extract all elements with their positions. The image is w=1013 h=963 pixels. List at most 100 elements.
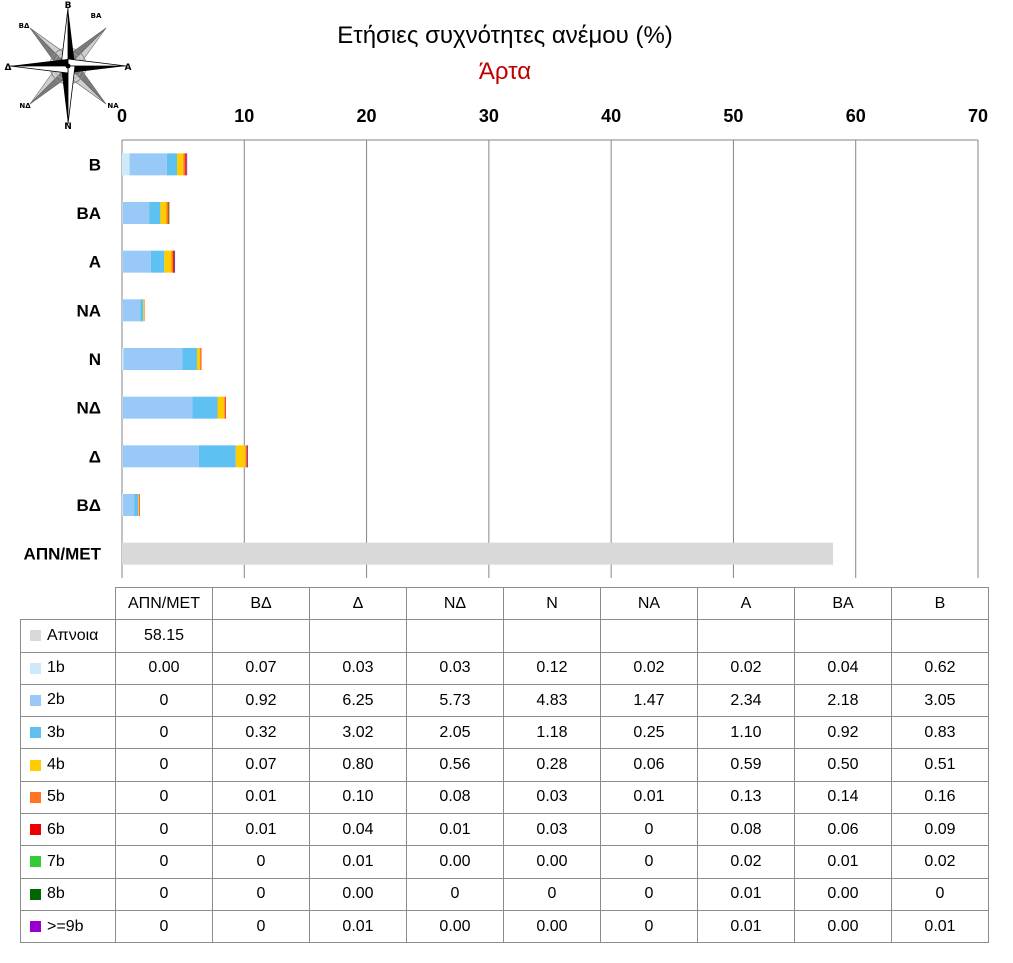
compass-label: ΒΑ <box>91 12 102 20</box>
legend-label: 5b <box>47 788 65 806</box>
category-label: ΝΔ <box>77 399 102 418</box>
bar-segment <box>246 445 248 468</box>
legend-label: 6b <box>47 820 65 838</box>
table-cell: 0.04 <box>794 651 892 685</box>
table-cell: 6.25 <box>309 683 407 718</box>
table-row: Απνοια 58.15 <box>20 619 989 653</box>
table-row: 2b 0 0.92 6.25 5.73 4.83 1.47 2.34 2.18 3.05 <box>20 683 989 718</box>
legend-entry: Απνοια <box>20 619 116 653</box>
compass-label: Δ <box>5 63 12 73</box>
table-column-header: ΒΑ <box>794 586 892 621</box>
bar-segment <box>134 494 139 516</box>
table-cell: 0.02 <box>697 845 795 879</box>
bar-segment <box>198 445 236 468</box>
table-row: 7b 0 0 0.01 0.00 0.00 0 0.02 0.01 0.02 <box>20 845 989 879</box>
bar-segment <box>150 250 165 273</box>
bar-segment <box>122 494 123 516</box>
table-cell: 0 <box>115 683 213 718</box>
table-cell: 0.80 <box>309 748 407 782</box>
wind-frequency-chart: 0 10 20 30 40 50 60 70 Β ΒΑ Α ΝΑ Ν ΝΔ Δ ΒΔ ΑΠΝ/ΜΕΤ <box>24 106 988 578</box>
compass-label: ΝΔ <box>19 102 31 110</box>
bar-segment <box>144 299 145 322</box>
x-tick-label: 50 <box>723 106 743 126</box>
table-cell: 0.59 <box>697 748 795 782</box>
table-cell: 0.02 <box>891 845 989 879</box>
table-cell: 0 <box>503 877 601 911</box>
table-header-row: ΑΠΝ/ΜΕΤ ΒΔ Δ ΝΔ Ν ΝΑ Α ΒΑ Β <box>20 586 989 621</box>
table-cell: 0.02 <box>697 651 795 685</box>
table-cell: 0 <box>115 877 213 911</box>
bar-segment <box>166 202 169 224</box>
bar-segment <box>168 202 170 224</box>
bar-segment <box>224 396 226 419</box>
table-row: 8b 0 0 0.00 0 0 0 0.01 0.00 0 <box>20 877 989 911</box>
table-cell: 0.08 <box>697 813 795 847</box>
table-cell: 0 <box>212 909 310 944</box>
bar-segment <box>122 396 193 419</box>
table-column-header: ΝΑ <box>600 586 698 621</box>
legend-label: 7b <box>47 852 65 870</box>
legend-label: 3b <box>47 723 65 741</box>
table-cell: 0.25 <box>600 716 698 750</box>
category-label: ΒΑ <box>76 204 101 223</box>
bar-segment <box>122 202 150 224</box>
legend-entry: 4b <box>20 748 116 782</box>
table-cell: 0.10 <box>309 780 407 815</box>
table-cell: 0.01 <box>212 813 310 847</box>
compass-label: Ν <box>64 122 72 132</box>
table-cell: 1.18 <box>503 716 601 750</box>
bar-segment <box>122 494 135 516</box>
bar-segment <box>173 250 175 273</box>
bar-segment <box>186 153 188 176</box>
bar-segment <box>182 348 197 370</box>
bar-segment <box>123 348 183 370</box>
table-cell: 5.73 <box>406 683 504 718</box>
table-cell: 0 <box>115 748 213 782</box>
table-row: 5b 0 0.01 0.10 0.08 0.03 0.01 0.13 0.14 0.16 <box>20 780 989 815</box>
legend-entry: 1b <box>20 651 116 685</box>
compass-label: ΝΑ <box>107 102 119 110</box>
table-cell: 0.00 <box>115 651 213 685</box>
bar-segment <box>235 445 246 468</box>
table-row: >=9b 0 0 0.01 0.00 0.00 0 0.01 0.00 0.01 <box>20 909 989 944</box>
table-cell: 2.05 <box>406 716 504 750</box>
bar-segment <box>129 153 167 176</box>
table-cell: 0 <box>406 877 504 911</box>
bar-segment <box>192 396 218 419</box>
table-cell: 0 <box>115 813 213 847</box>
legend-swatch <box>30 630 41 642</box>
table-cell: 0.06 <box>794 813 892 847</box>
table-cell: 2.34 <box>697 683 795 718</box>
legend-swatch <box>30 921 41 932</box>
table-cell: 0.62 <box>891 651 989 685</box>
legend-swatch <box>30 759 41 771</box>
bar-segment <box>183 153 186 176</box>
table-cell: 0.01 <box>697 877 795 911</box>
table-cell: 0.01 <box>600 780 698 815</box>
table-cell: 0.07 <box>212 748 310 782</box>
table-cell: 0.32 <box>212 716 310 750</box>
bar-segment <box>160 202 167 224</box>
table-cell: 0.16 <box>891 780 989 815</box>
table-cell: 0.01 <box>794 845 892 879</box>
table-cell: 0.51 <box>891 748 989 782</box>
table-cell: 0 <box>212 845 310 879</box>
bar-segment <box>200 348 202 370</box>
table-cell: 0 <box>600 845 698 879</box>
table-column-header: ΑΠΝ/ΜΕΤ <box>115 586 213 621</box>
compass-rose-icon: Β ΒΑ Α ΝΑ Ν ΝΔ Δ ΒΔ <box>5 1 132 132</box>
compass-label: Α <box>125 63 132 73</box>
bar-segment <box>122 542 834 565</box>
table-cell: 0.28 <box>503 748 601 782</box>
table-column-header: ΝΔ <box>406 586 504 621</box>
table-row: 1b 0.00 0.07 0.03 0.03 0.12 0.02 0.02 0.04 0.62 <box>20 651 989 685</box>
table-cell: 3.02 <box>309 716 407 750</box>
table-row: 6b 0 0.01 0.04 0.01 0.03 0 0.08 0.06 0.09 <box>20 813 989 847</box>
bar-segment <box>185 153 187 176</box>
table-cell: 0.00 <box>503 909 601 944</box>
table-cell: 0.01 <box>697 909 795 944</box>
category-label: Ν <box>89 350 101 369</box>
category-label: Β <box>89 155 101 174</box>
legend-label: >=9b <box>47 917 84 935</box>
bar-segment <box>122 348 124 370</box>
